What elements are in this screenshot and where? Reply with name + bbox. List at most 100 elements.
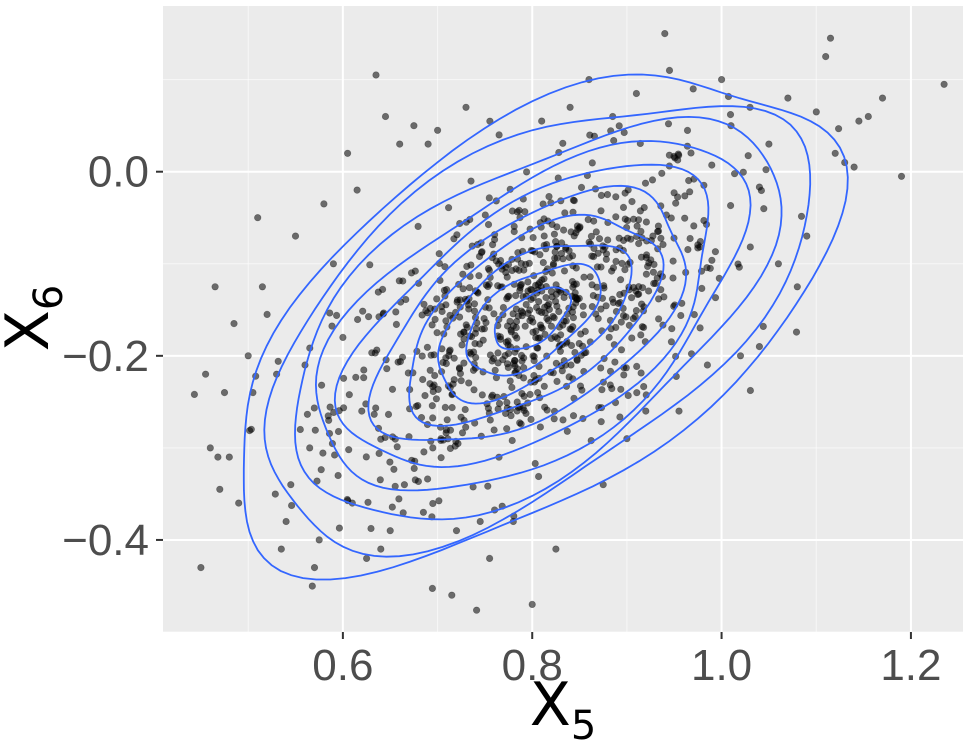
scatter-point [202,370,210,378]
scatter-point [310,563,319,572]
scatter-point [445,204,453,212]
scatter-point [475,272,483,280]
scatter-point [465,284,474,292]
scatter-point [541,403,549,411]
scatter-point [638,284,647,292]
scatter-point [524,309,532,318]
scatter-point [513,334,521,342]
scatter-point [703,361,712,369]
scatter-point [643,262,652,271]
scatter-point [428,584,437,593]
scatter-point [344,149,352,157]
scatter-point [216,485,224,493]
scatter-point [609,298,618,307]
scatter-point [522,168,531,176]
y-axis-title: X6 [0,285,72,352]
scatter-point [542,294,550,302]
scatter-point [410,464,418,473]
scatter-point [430,351,438,359]
scatter-point [508,436,516,445]
x-tick-label: 0.6 [312,641,373,690]
y-axis-title-base: X [0,310,63,351]
scatter-point [407,269,416,277]
scatter-point [774,260,783,268]
scatter-point [442,317,450,325]
scatter-point [254,214,262,222]
scatter-point [396,140,404,148]
scatter-point [730,170,739,178]
scatter-point [674,156,682,164]
scatter-point [381,112,390,121]
scatter-point [524,278,532,286]
scatter-point [611,358,619,366]
scatter-point [467,177,475,185]
scatter-point [631,313,639,321]
scatter-point [329,260,338,268]
scatter-point [615,122,623,130]
scatter-point [529,234,537,242]
scatter-point [661,29,669,38]
scatter-point [373,346,381,354]
scatter-point [755,343,764,351]
scatter-point [803,232,811,240]
scatter-point [392,308,400,316]
scatter-point [274,357,282,365]
scatter-point [667,338,676,346]
scatter-point [831,149,839,157]
scatter-point [735,263,743,271]
scatter-point [531,281,540,290]
scatter-point [431,371,439,380]
scatter-point [797,212,806,220]
scatter-point [230,320,238,328]
scatter-point [410,122,418,130]
scatter-point [531,459,539,468]
scatter-point [503,322,512,330]
scatter-point [448,404,456,412]
scatter-point [706,264,714,272]
scatter-point [388,385,397,393]
scatter-point [594,249,602,257]
scatter-point [288,501,296,510]
scatter-point [504,349,513,358]
scatter-point [575,224,584,232]
scatter-point [577,330,585,338]
scatter-point [504,293,512,301]
scatter-point [461,405,469,414]
scatter-point [760,205,768,213]
scatter-point [214,453,222,461]
scatter-point [621,189,629,197]
scatter-point [420,448,428,456]
scatter-point [277,545,285,553]
scatter-point [739,168,747,176]
scatter-point [345,446,353,454]
scatter-point [418,311,426,319]
scatter-point [559,416,567,424]
scatter-point [642,253,650,262]
scatter-point [364,498,372,506]
scatter-point [470,307,479,315]
scatter-point [376,476,384,484]
scatter-point [552,545,560,553]
scatter-point [534,472,543,481]
scatter-point [456,370,465,378]
scatter-point [632,307,641,315]
scatter-point [536,321,545,329]
scatter-point [310,404,318,412]
scatter-point [398,353,407,361]
scatter-point [855,117,863,125]
scatter-point [538,117,546,125]
scatter-point [598,386,606,394]
scatter-point [441,263,449,271]
scatter-point [512,305,521,313]
scatter-point [670,189,678,197]
scatter-point [518,390,526,398]
scatter-point [640,204,648,212]
density-contour [333,163,710,469]
scatter-point [649,268,658,276]
scatter-point [536,251,544,259]
scatter-point [372,404,380,412]
density-contour [437,244,633,405]
scatter-point [516,283,524,292]
scatter-point [339,333,347,342]
scatter-point [657,234,665,242]
